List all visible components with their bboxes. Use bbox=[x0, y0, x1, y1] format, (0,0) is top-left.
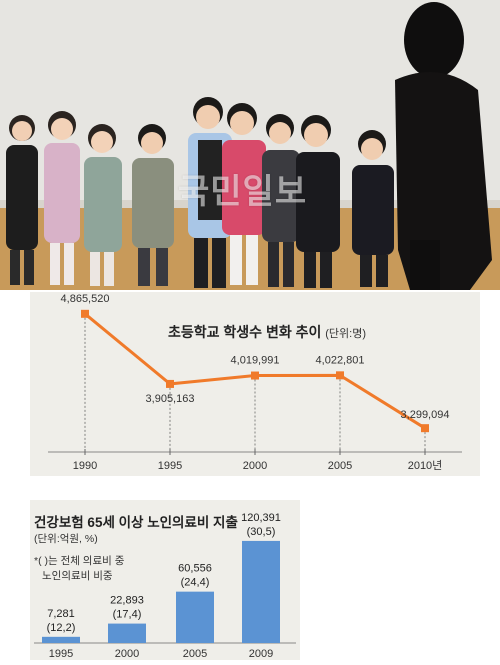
elderly-medical-chart-canvas: 7,281 (12,2) 1995 22,893 (17,4) 2000 60,556 (24… bbox=[30, 500, 300, 660]
data-label: 3,905,163 bbox=[146, 393, 195, 405]
data-label: 4,019,991 bbox=[231, 355, 280, 367]
x-tick-label: 2010년 bbox=[408, 459, 443, 472]
line-chart-unit: (단위:명) bbox=[325, 328, 366, 340]
bar-value-label: 22,893 bbox=[110, 595, 144, 607]
x-tick-label: 1995 bbox=[49, 648, 73, 660]
bar-chart-note-line-2: 노인의료비 비중 bbox=[42, 570, 113, 582]
bar-share-label: (24,4) bbox=[181, 577, 210, 589]
bar-value-label: 7,281 bbox=[47, 608, 75, 620]
x-tick-label: 1990 bbox=[73, 460, 97, 472]
data-point bbox=[166, 379, 174, 388]
bar-value-label: 60,556 bbox=[178, 563, 212, 575]
bar-share-label: (12,2) bbox=[47, 622, 76, 634]
bar-chart-note-line-1: *( )는 전체 의료비 중 bbox=[34, 555, 125, 567]
data-label: 3,299,094 bbox=[401, 409, 450, 421]
children-lineup-illustration bbox=[0, 0, 500, 290]
data-label: 4,865,520 bbox=[61, 293, 110, 305]
x-tick-label: 2009 bbox=[249, 648, 273, 660]
bar-chart-title: 건강보험 65세 이상 노인의료비 지출 bbox=[34, 515, 238, 530]
x-tick-label: 1995 bbox=[158, 460, 182, 472]
student-count-chart: 4,865,520 3,905,163 4,019,991 4,022,801 3,29… bbox=[30, 292, 480, 476]
newspaper-watermark: 국민일보 bbox=[178, 172, 308, 212]
x-tick-label: 2000 bbox=[243, 460, 267, 472]
x-tick-label: 2005 bbox=[328, 460, 352, 472]
bar-value-label: 120,391 bbox=[241, 512, 281, 524]
line-chart-title: 초등학교 학생수 변화 추이 (단위:명) bbox=[168, 322, 366, 342]
bar-share-label: (17,4) bbox=[113, 609, 142, 621]
bar bbox=[242, 540, 280, 643]
bar bbox=[176, 591, 214, 643]
data-label: 4,022,801 bbox=[316, 354, 365, 366]
data-point bbox=[251, 371, 259, 380]
line-chart-title-text: 초등학교 학생수 변화 추이 bbox=[168, 324, 322, 340]
x-tick-label: 2005 bbox=[183, 648, 207, 660]
data-point bbox=[421, 424, 429, 433]
x-tick-label: 2000 bbox=[115, 648, 139, 660]
bar-chart-unit: (단위:억원, %) bbox=[34, 533, 98, 545]
bar bbox=[42, 636, 80, 643]
bar-share-label: (30,5) bbox=[247, 526, 276, 538]
news-photo: 국민일보 bbox=[0, 0, 500, 290]
bar bbox=[108, 623, 146, 643]
data-point bbox=[336, 371, 344, 380]
line-chart-canvas: 4,865,520 3,905,163 4,019,991 4,022,801 3,29… bbox=[48, 293, 462, 472]
data-point bbox=[81, 309, 89, 318]
